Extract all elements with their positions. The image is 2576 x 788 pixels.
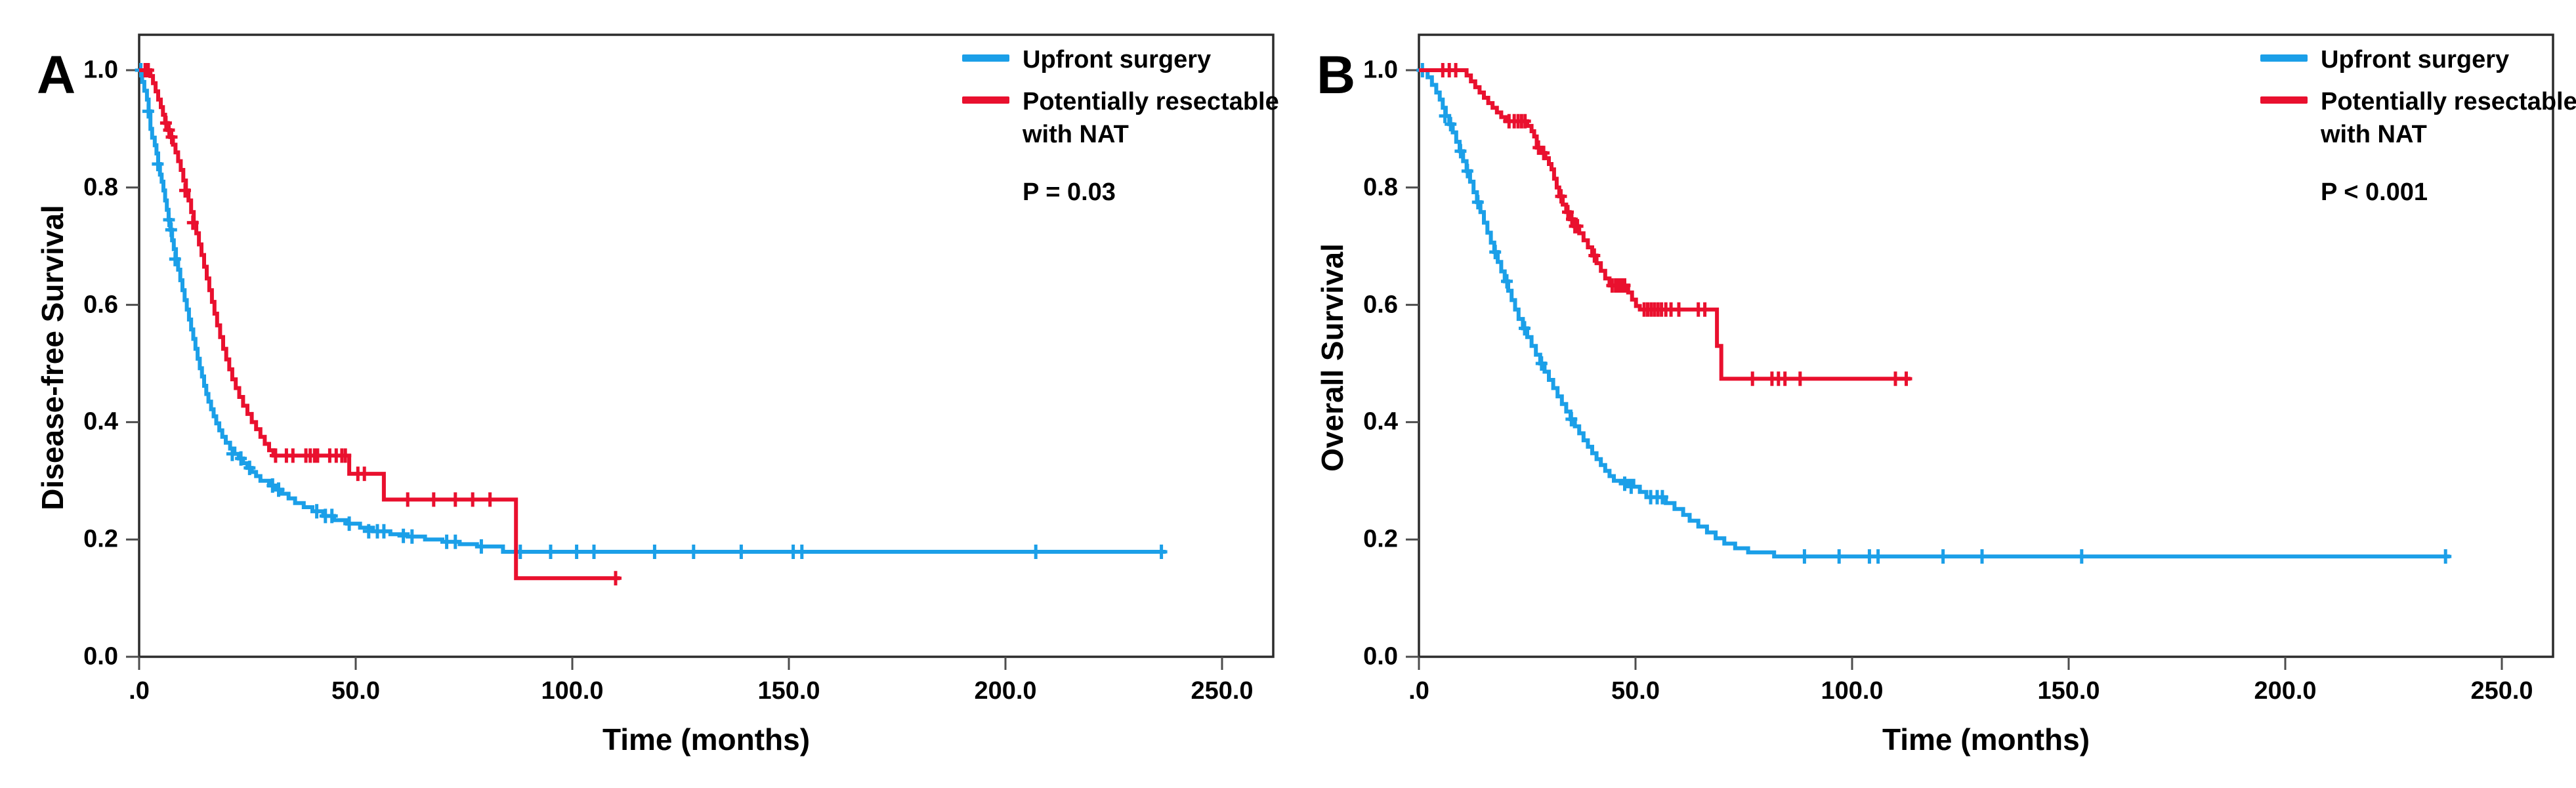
y-tick-label: 0.2: [83, 525, 118, 553]
panel-a-letter: A: [37, 45, 76, 105]
y-tick-label: 0.6: [83, 291, 118, 319]
x-tick-label: 250.0: [2470, 677, 2533, 705]
panel-a-y-axis-title: Disease-free Survival: [35, 205, 70, 510]
legend-label-upfront-surgery: Upfront surgery: [2321, 46, 2510, 73]
plot-border: [1418, 33, 2554, 658]
x-tick-label: 150.0: [757, 677, 820, 705]
panel-a-legend: Upfront surgery Potentially resectable w…: [962, 43, 1330, 207]
y-tick-label: 0.6: [1363, 291, 1398, 319]
x-tick-label: .0: [1408, 677, 1429, 705]
legend-row-upfront-surgery: Upfront surgery: [2260, 43, 2576, 76]
x-tick-label: 50.0: [331, 677, 380, 705]
axis-ticks: [1406, 69, 2503, 670]
x-tick-label: 100.0: [541, 677, 604, 705]
y-tick-label: 1.0: [1363, 56, 1398, 84]
censor-marks-potentially-resectable-with-nat: [139, 63, 622, 586]
x-tick-label: 50.0: [1611, 677, 1660, 705]
panel-b-x-axis-title: Time (months): [1882, 722, 2090, 757]
y-tick-label: 1.0: [83, 56, 118, 84]
legend-swatch-nat-icon: [962, 96, 1009, 104]
axis-ticks: [126, 69, 1223, 670]
survival-curve-potentially-resectable-with-nat: [139, 68, 620, 581]
survival-curve-potentially-resectable-with-nat: [1419, 68, 1911, 381]
legend-label-nat: Potentially resectable with NAT: [2321, 88, 2576, 149]
legend-label-upfront-surgery: Upfront surgery: [1023, 46, 1212, 73]
y-tick-label: 0.8: [83, 173, 118, 201]
legend-row-nat: Potentially resectable with NAT: [962, 85, 1330, 151]
y-tick-label: 0.4: [83, 407, 118, 436]
panel-a-x-axis-title: Time (months): [602, 722, 811, 757]
x-tick-label: 150.0: [2037, 677, 2100, 705]
x-tick-label: 200.0: [974, 677, 1037, 705]
y-tick-label: 0.0: [83, 642, 118, 671]
x-tick-label: 250.0: [1191, 677, 1254, 705]
legend-row-nat: Potentially resectable with NAT: [2260, 85, 2576, 151]
legend-label-nat: Potentially resectable with NAT: [1023, 88, 1279, 149]
panel-a-plot: [126, 33, 1275, 670]
x-tick-label: 100.0: [1821, 677, 1884, 705]
panel-b-legend: Upfront surgery Potentially resectable w…: [2260, 43, 2576, 207]
legend-swatch-nat-icon: [2260, 96, 2308, 104]
y-tick-label: 0.8: [1363, 173, 1398, 201]
panel-b-p-value: P < 0.001: [2321, 178, 2428, 207]
x-tick-label: .0: [129, 677, 150, 705]
censor-marks-potentially-resectable-with-nat: [1437, 63, 1912, 386]
y-tick-label: 0.0: [1363, 642, 1398, 671]
plot-border: [138, 33, 1275, 658]
legend-swatch-upfront-surgery-icon: [2260, 54, 2308, 62]
y-tick-label: 0.2: [1363, 525, 1398, 553]
panel-b-letter: B: [1317, 45, 1356, 105]
x-tick-label: 200.0: [2254, 677, 2317, 705]
panel-a-p-value: P = 0.03: [1023, 178, 1116, 207]
y-tick-label: 0.4: [1363, 407, 1398, 436]
panel-b-y-axis-title: Overall Survival: [1315, 243, 1349, 472]
legend-swatch-upfront-surgery-icon: [962, 54, 1009, 62]
panel-b-plot: [1406, 33, 2554, 670]
legend-row-upfront-surgery: Upfront surgery: [962, 43, 1330, 76]
